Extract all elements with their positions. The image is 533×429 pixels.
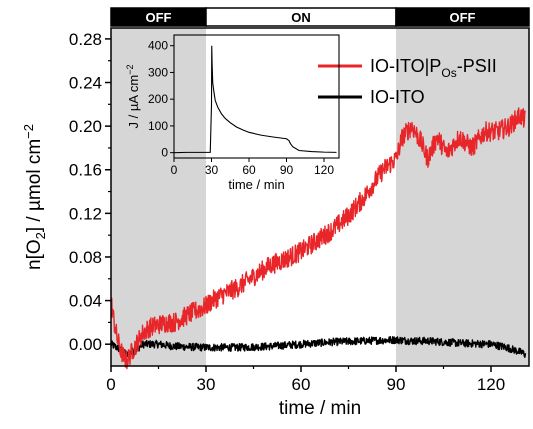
main-y-tick-label-4: 0.16 <box>69 161 102 180</box>
legend-label-io-ito-psii: IO-ITO|POs-PSII <box>370 56 497 80</box>
inset-y-axis-title: J / µA cm−2 <box>125 65 141 129</box>
phase-label-2: OFF <box>450 10 476 25</box>
legend-label-io-ito: IO-ITO <box>370 87 425 107</box>
main-plot-frame <box>110 27 530 367</box>
main-y-axis-title-pre: n[O <box>24 239 45 270</box>
inset-x-tick-label-3: 90 <box>280 163 294 177</box>
main-y-axis-title: n[O2] / µmol cm−2 <box>21 124 48 270</box>
main-x-tick-label-0: 0 <box>106 375 115 394</box>
phase-shade-2 <box>396 28 529 366</box>
inset-x-tick-label-1: 30 <box>205 163 219 177</box>
inset-x-tick-label-0: 0 <box>171 163 178 177</box>
main-y-axis-title-sub: 2 <box>33 232 48 239</box>
inset-y-tick-label-1: 100 <box>148 119 168 133</box>
inset-series-group <box>173 45 337 154</box>
main-x-tick-label-4: 120 <box>477 375 505 394</box>
main-x-tick-label-3: 90 <box>387 375 406 394</box>
main-y-tick-label-6: 0.24 <box>69 74 102 93</box>
legend-label-io-ito-psii-pre: IO-ITO|P <box>370 56 441 76</box>
inset-y-axis-title-pre: J / µA cm <box>126 75 141 129</box>
inset-y-tick-label-3: 300 <box>148 65 168 79</box>
inset-y-tick-label-4: 400 <box>148 39 168 53</box>
main-series-line-0 <box>110 107 526 370</box>
inset-plot-frame <box>173 34 340 159</box>
legend: IO-ITO|POs-PSII IO-ITO <box>318 56 497 107</box>
inset-x-axis-title: time / min <box>228 177 284 192</box>
main-y-tick-label-7: 0.28 <box>69 30 102 49</box>
inset-axes: 0 30 60 90 120 0 100 200 300 400 <box>148 34 340 177</box>
inset-x-tick-label-4: 120 <box>314 163 334 177</box>
main-y-axis-title-sup: −2 <box>21 124 36 139</box>
phase-label-1: ON <box>291 10 311 25</box>
legend-label-io-ito-psii-post: -PSII <box>457 56 497 76</box>
main-y-tick-label-5: 0.20 <box>69 117 102 136</box>
main-x-axis-title: time / min <box>279 398 361 419</box>
inset-x-tick-label-2: 60 <box>242 163 256 177</box>
inset-chart: 0 30 60 90 120 0 100 200 300 400 time / min J / µ… <box>125 34 340 192</box>
main-y-tick-label-1: 0.04 <box>69 292 102 311</box>
main-y-tick-label-0: 0.00 <box>69 335 102 354</box>
main-axes: 0 30 60 90 120 0.00 0.04 0.08 0.12 0.16 0.20 0.24 0.… <box>69 27 530 394</box>
inset-y-tick-label-2: 200 <box>148 92 168 106</box>
phase-bar: OFF ON OFF <box>110 7 530 27</box>
main-x-tick-label-1: 30 <box>197 375 216 394</box>
phase-shading <box>111 28 529 366</box>
main-y-tick-label-2: 0.08 <box>69 248 102 267</box>
inset-series-line-0 <box>173 45 337 154</box>
main-x-tick-label-2: 60 <box>292 375 311 394</box>
inset-y-axis-title-sup: −2 <box>125 65 135 75</box>
main-y-tick-label-3: 0.12 <box>69 204 102 223</box>
legend-label-io-ito-psii-sub: Os <box>441 66 456 80</box>
main-series-group <box>110 107 527 370</box>
main-y-axis-title-mid: ] / µmol cm <box>24 139 45 232</box>
phase-box-2 <box>395 7 530 27</box>
main-series-line-1 <box>110 336 527 358</box>
inset-y-tick-label-0: 0 <box>161 146 168 160</box>
phase-label-0: OFF <box>146 10 172 25</box>
